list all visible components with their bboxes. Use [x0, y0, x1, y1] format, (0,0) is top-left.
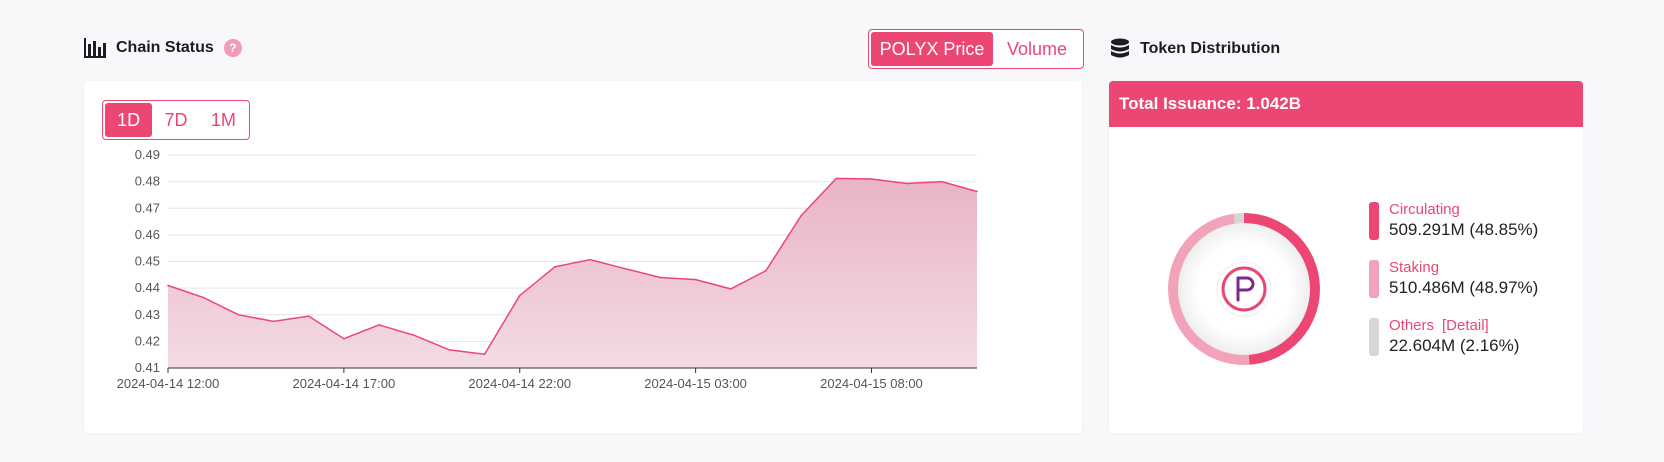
others-swatch	[1369, 318, 1379, 356]
legend-label: Others	[1389, 317, 1435, 334]
circulating-swatch	[1369, 202, 1379, 240]
range-1d[interactable]: 1D	[105, 103, 153, 137]
data-point	[729, 288, 732, 290]
database-icon	[1111, 38, 1129, 58]
range-selector: 1D 7D 1M	[102, 100, 250, 140]
price-area	[168, 178, 977, 368]
data-point	[272, 320, 275, 323]
y-tick-label: 0.44	[135, 280, 160, 295]
token-distribution-card: Total Issuance: 1.042B Circulating 509.2…	[1109, 81, 1583, 433]
x-tick-label: 2024-04-14 22:00	[468, 376, 571, 391]
help-icon[interactable]: ?	[223, 39, 242, 57]
y-tick-label: 0.42	[135, 333, 160, 348]
token-distribution-title: Token Distribution	[1140, 40, 1281, 57]
legend-item-staking: Staking 510.486M (48.97%)	[1369, 259, 1538, 317]
y-tick-label: 0.45	[135, 254, 160, 269]
data-point	[448, 349, 451, 351]
staking-swatch	[1369, 260, 1379, 298]
data-point	[624, 267, 627, 270]
data-point	[554, 266, 556, 268]
y-tick-label: 0.43	[135, 307, 160, 322]
x-tick-label: 2024-04-14 12:00	[117, 376, 220, 391]
donut-slice-staking[interactable]	[1168, 213, 1250, 365]
legend-item-others: Others [Detail] 22.604M (2.16%)	[1369, 317, 1538, 375]
data-point	[835, 177, 838, 180]
price-chart-card: 1D 7D 1M 0.49 0.48 0.47 0.46 0.45 0.44 0.43 0.4…	[84, 81, 1082, 433]
data-point	[237, 313, 240, 316]
donut-slice-circulating[interactable]	[1243, 213, 1320, 365]
legend-value: 510.486M (48.97%)	[1389, 278, 1539, 297]
legend-label: Staking	[1389, 259, 1440, 276]
data-point	[765, 269, 767, 272]
legend-label: Circulating	[1389, 201, 1460, 218]
detail-link[interactable]: [Detail]	[1442, 317, 1489, 334]
data-point	[905, 182, 908, 185]
tab-polyx-price[interactable]: POLYX Price	[871, 32, 993, 66]
data-point	[589, 258, 591, 261]
chain-status-title: Chain Status	[116, 39, 214, 56]
donut-slice-others[interactable]	[1233, 213, 1245, 230]
data-point	[378, 324, 380, 326]
data-point	[167, 284, 169, 287]
chain-status-header: Chain Status ?	[84, 38, 242, 58]
data-point	[413, 334, 416, 337]
total-issuance: Total Issuance: 1.042B	[1109, 81, 1583, 127]
data-point	[976, 190, 978, 193]
y-tick-label: 0.47	[135, 200, 160, 215]
data-point	[941, 180, 943, 183]
data-point	[800, 214, 802, 217]
data-point	[307, 315, 310, 317]
token-distribution-header: Token Distribution	[1110, 38, 1280, 60]
data-point	[202, 296, 204, 299]
range-7d[interactable]: 7D	[164, 109, 188, 130]
token-donut-chart	[1168, 213, 1320, 365]
data-point	[483, 353, 486, 355]
x-tick-label: 2024-04-14 17:00	[293, 376, 396, 391]
legend-value: 22.604M (2.16%)	[1389, 336, 1520, 355]
price-line	[167, 177, 978, 356]
data-point	[343, 337, 345, 340]
data-point	[694, 278, 697, 281]
data-point	[518, 294, 521, 297]
legend-item-circulating: Circulating 509.291M (48.85%)	[1369, 201, 1538, 259]
x-tick-label: 2024-04-15 08:00	[820, 376, 923, 391]
data-point	[659, 276, 662, 279]
price-chart: 0.490.480.470.460.450.440.430.420.412024…	[117, 147, 978, 391]
token-legend: Circulating 509.291M (48.85%) Staking 51…	[1369, 201, 1538, 375]
metric-toggle: POLYX Price Volume	[868, 29, 1084, 69]
bar-chart-icon	[84, 38, 106, 58]
tab-volume[interactable]: Volume	[1006, 38, 1068, 59]
legend-value: 509.291M (48.85%)	[1389, 220, 1539, 239]
x-tick-label: 2024-04-15 03:00	[644, 376, 747, 391]
y-tick-label: 0.49	[135, 147, 160, 162]
y-tick-label: 0.41	[135, 360, 160, 375]
range-1m[interactable]: 1M	[210, 109, 236, 130]
polymesh-logo-icon	[1216, 261, 1272, 317]
y-tick-label: 0.48	[135, 174, 160, 189]
y-tick-label: 0.46	[135, 227, 160, 242]
data-point	[870, 178, 873, 180]
